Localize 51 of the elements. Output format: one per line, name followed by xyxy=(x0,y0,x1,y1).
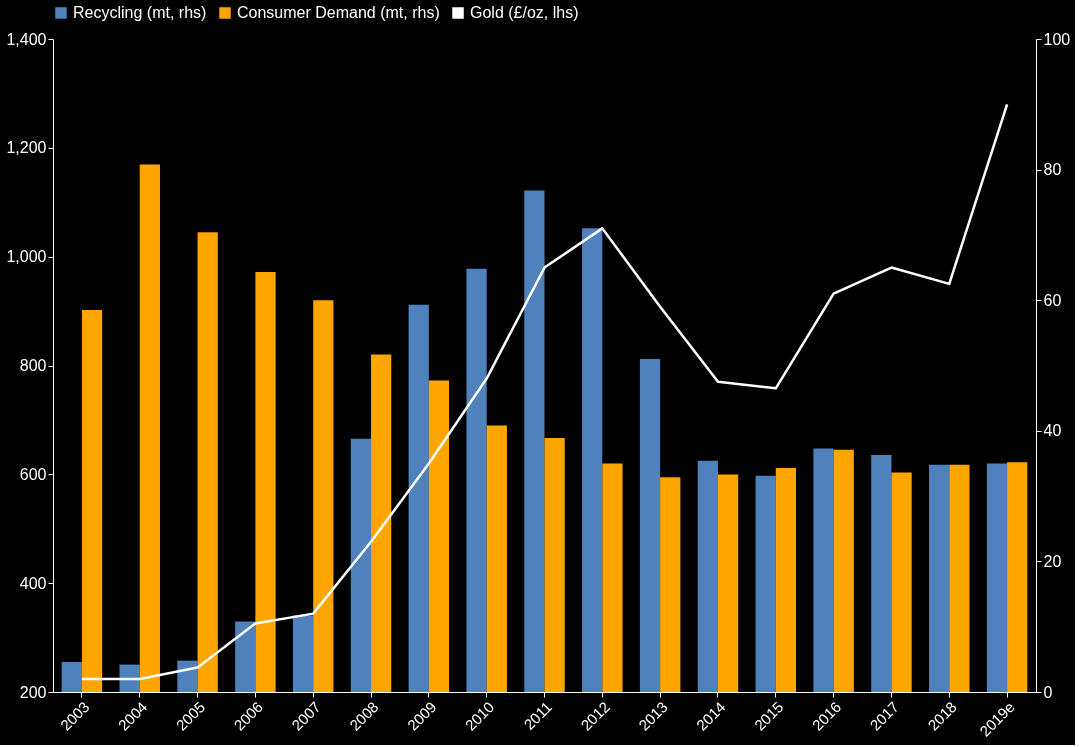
bar xyxy=(428,380,450,692)
y2-tick-label: 0 xyxy=(1043,683,1053,701)
bar xyxy=(408,304,429,692)
bar xyxy=(255,272,276,692)
y-tick-label: 800 xyxy=(19,357,47,374)
bar xyxy=(755,475,776,692)
legend-label: Consumer Demand (mt, rhs) xyxy=(237,4,440,21)
bar xyxy=(119,664,140,692)
y2-tick-label: 40 xyxy=(1043,422,1062,440)
bar xyxy=(466,268,487,692)
bar xyxy=(177,660,198,692)
y-tick-label: 1,400 xyxy=(6,30,47,48)
bar xyxy=(717,474,739,692)
bar xyxy=(929,464,950,692)
bar xyxy=(660,477,681,692)
y2-tick-label: 100 xyxy=(1043,30,1071,48)
bar xyxy=(292,615,314,692)
bar xyxy=(986,463,1008,692)
y-tick-label: 1,200 xyxy=(6,139,47,157)
bar xyxy=(833,449,854,692)
y-tick-label: 1,000 xyxy=(6,248,47,266)
bar xyxy=(949,464,970,692)
bar xyxy=(350,438,372,692)
bar xyxy=(197,232,218,692)
bar xyxy=(486,425,507,692)
bar xyxy=(544,437,565,692)
bar xyxy=(639,358,661,692)
bar xyxy=(891,472,912,692)
bar xyxy=(524,190,545,692)
bar xyxy=(871,454,892,692)
y2-tick-label: 80 xyxy=(1043,161,1062,179)
bar xyxy=(813,448,834,692)
legend-label: Recycling (mt, rhs) xyxy=(73,4,207,21)
bar xyxy=(697,460,718,692)
y-tick-label: 600 xyxy=(19,465,47,483)
y2-tick-label: 20 xyxy=(1043,552,1062,570)
line-series xyxy=(80,103,1009,681)
bar xyxy=(61,661,82,692)
bar xyxy=(371,354,392,692)
bar xyxy=(1007,462,1028,692)
bar xyxy=(235,621,256,692)
y-tick-label: 200 xyxy=(19,683,47,701)
bar xyxy=(139,164,160,692)
bar xyxy=(775,468,797,692)
legend-label: Gold (£/oz, lhs) xyxy=(470,4,579,21)
y-tick-label: 400 xyxy=(19,574,47,592)
y2-tick-label: 60 xyxy=(1043,291,1062,309)
bar xyxy=(602,463,623,692)
bar xyxy=(582,228,603,692)
bar xyxy=(81,310,103,692)
bar xyxy=(313,300,334,692)
